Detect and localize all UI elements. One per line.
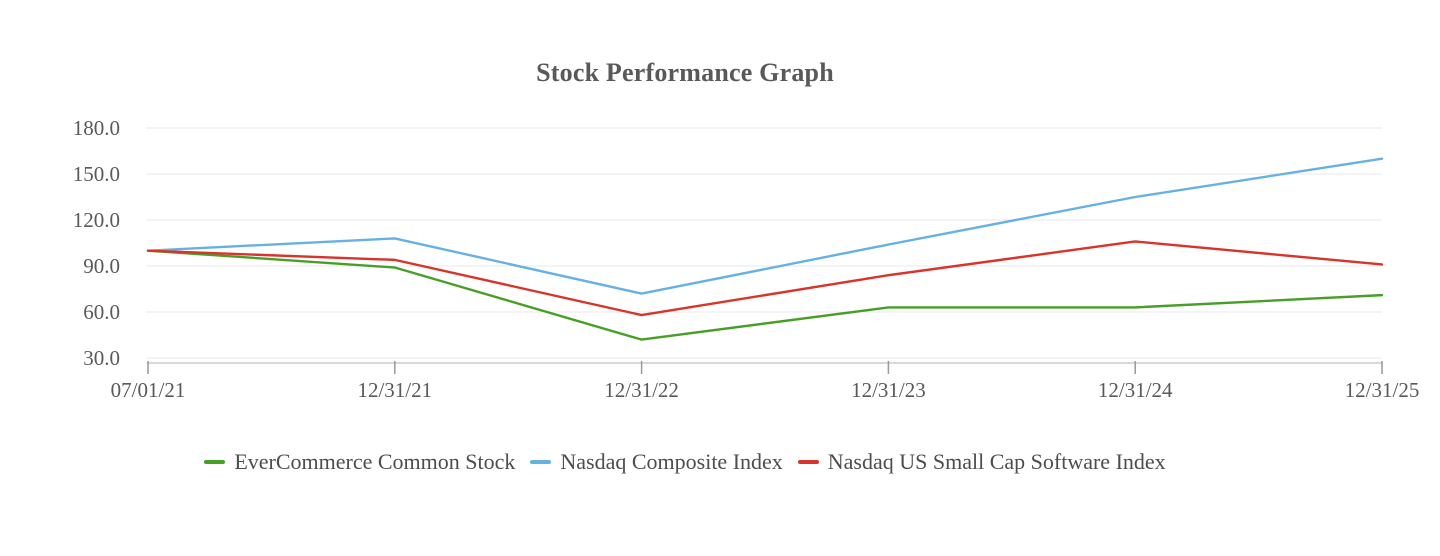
legend-item-nasdaq-composite-index: Nasdaq Composite Index [530, 449, 783, 475]
x-axis-label: 07/01/21 [111, 378, 186, 402]
legend-label: EverCommerce Common Stock [234, 449, 516, 474]
legend-swatch-icon [797, 460, 819, 464]
y-axis-label: 150.0 [73, 162, 120, 186]
x-axis-label: 12/31/23 [851, 378, 926, 402]
y-axis-label: 90.0 [83, 254, 120, 278]
legend-swatch-icon [204, 460, 226, 464]
y-axis-label: 120.0 [73, 208, 120, 232]
chart-title: Stock Performance Graph [536, 58, 834, 87]
legend-item-nasdaq-us-small-cap-software-index: Nasdaq US Small Cap Software Index [797, 449, 1166, 475]
x-axis-label: 12/31/21 [357, 378, 432, 402]
legend: EverCommerce Common Stock Nasdaq Composit… [0, 449, 1370, 475]
x-axis-label: 12/31/24 [1098, 378, 1173, 402]
x-axis-label: 12/31/25 [1345, 378, 1420, 402]
y-axis-label: 60.0 [83, 300, 120, 324]
y-axis-label: 30.0 [83, 346, 120, 370]
legend-label: Nasdaq US Small Cap Software Index [827, 449, 1166, 474]
series-line-evercommerce-common-stock [146, 249, 1384, 341]
legend-item-evercommerce-common-stock: EverCommerce Common Stock [204, 449, 515, 475]
plot-area: 30.0 60.0 90.0 120.0 150.0 180.0 07/01/21 12/31… [73, 116, 1420, 402]
series-line-nasdaq-composite-index [146, 157, 1384, 295]
series-line-nasdaq-us-small-cap-software-index [146, 240, 1384, 317]
y-axis-label: 180.0 [73, 116, 120, 140]
legend-swatch-icon [530, 460, 552, 464]
x-axis-label: 12/31/22 [604, 378, 679, 402]
legend-label: Nasdaq Composite Index [560, 449, 783, 474]
